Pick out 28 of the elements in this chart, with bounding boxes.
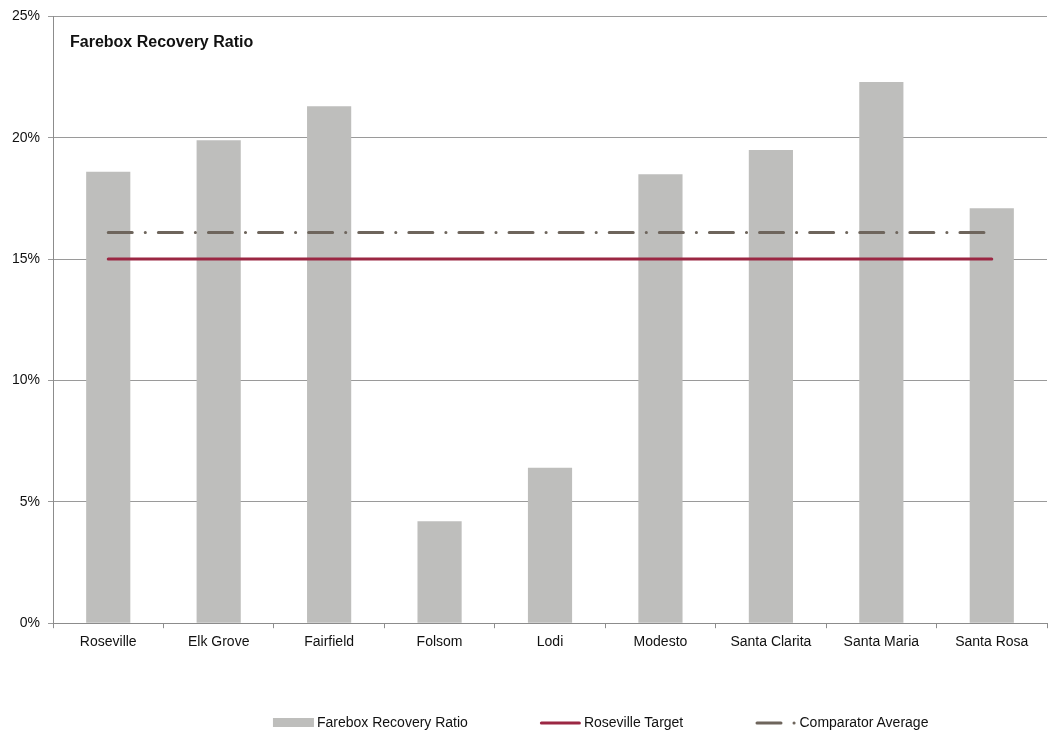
x-tick-label: Santa Rosa: [955, 633, 1029, 650]
legend-label: Comparator Average: [799, 713, 929, 730]
y-tick-label: 0%: [19, 614, 41, 631]
x-tick-label: Santa Maria: [843, 633, 920, 650]
y-tick-label: 15%: [11, 249, 41, 266]
bar: [86, 171, 131, 623]
x-tick-label: Fairfield: [304, 633, 355, 650]
bar: [969, 208, 1014, 623]
x-tick-label: Santa Clarita: [730, 633, 812, 650]
legend-label: Roseville Target: [583, 713, 684, 730]
x-tick-label: Elk Grove: [187, 633, 250, 650]
bar: [307, 106, 352, 623]
text: Farebox Recovery Ratio: [70, 32, 254, 50]
x-tick-label: Lodi: [536, 633, 564, 650]
bar: [748, 149, 793, 623]
x-tick-label: Folsom: [416, 633, 463, 650]
y-tick-label: 5%: [19, 492, 41, 509]
y-tick-label: 25%: [11, 7, 41, 24]
x-tick-label: Roseville: [79, 633, 137, 650]
bar: [527, 467, 573, 623]
y-tick-label: 10%: [11, 371, 41, 388]
y-tick-label: 20%: [11, 128, 41, 145]
x-tick-label: Modesto: [633, 633, 688, 650]
bar: [859, 81, 904, 623]
legend-label: Farebox Recovery Ratio: [316, 713, 469, 730]
bar: [417, 521, 462, 623]
bar: [196, 140, 241, 623]
bar: [638, 174, 683, 623]
